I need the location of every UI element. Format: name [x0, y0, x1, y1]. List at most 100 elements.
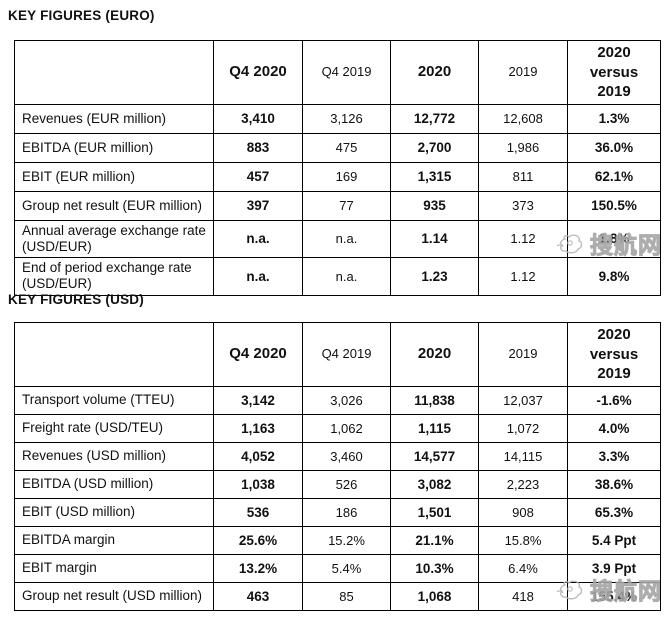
cell-value: 1,038 [213, 469, 303, 499]
euro-key-figures-table: Q4 2020 Q4 2019 2020 2019 2020 versus 20… [14, 40, 661, 296]
cell-value: 3,082 [390, 469, 479, 499]
table-row: Group net result (USD million) 463 85 1,068… [14, 581, 661, 611]
cell-value: 25.6% [213, 525, 303, 555]
cell-value: 14,115 [478, 441, 568, 471]
cell-value: 526 [302, 469, 391, 499]
cell-value: 62.1% [567, 161, 661, 192]
cell-value: 883 [213, 132, 303, 163]
row-label: Group net result (EUR million) [14, 190, 214, 221]
cell-value: 15.8% [478, 525, 568, 555]
cell-value: 21.1% [390, 525, 479, 555]
cell-value: 38.6% [567, 469, 661, 499]
cell-value: n.a. [213, 219, 303, 259]
cell-value: n.a. [213, 257, 303, 296]
cell-value: 186 [302, 497, 391, 527]
cell-value: 169 [302, 161, 391, 192]
cell-value: 3,026 [302, 385, 391, 415]
cell-value: 397 [213, 190, 303, 221]
cell-value: 373 [478, 190, 568, 221]
cell-value: 3.3% [567, 441, 661, 471]
cell-value: 536 [213, 497, 303, 527]
table-row: EBITDA margin 25.6% 15.2% 21.1% 15.8% 5.4 Ppt [14, 525, 661, 555]
column-header-q4-2020: Q4 2020 [213, 40, 303, 105]
usd-table-header-row: Q4 2020 Q4 2019 2020 2019 2020 versus 20… [14, 322, 661, 387]
table-row: EBIT (EUR million) 457 169 1,315 811 62.1% [14, 161, 661, 192]
column-header-q4-2019: Q4 2019 [302, 40, 391, 105]
cell-value: 811 [478, 161, 568, 192]
cell-value: 1,986 [478, 132, 568, 163]
row-label: EBIT (USD million) [14, 497, 214, 527]
table-row: Freight rate (USD/TEU) 1,163 1,062 1,115 1,0… [14, 413, 661, 443]
table-row: EBIT margin 13.2% 5.4% 10.3% 6.4% 3.9 Ppt [14, 553, 661, 583]
cell-value: 77 [302, 190, 391, 221]
row-label: Freight rate (USD/TEU) [14, 413, 214, 443]
cell-value: 1,068 [390, 581, 479, 611]
column-header-2020-versus-2019: 2020 versus 2019 [567, 322, 661, 387]
cell-value: 1,072 [478, 413, 568, 443]
table-row: Revenues (USD million) 4,052 3,460 14,577 14… [14, 441, 661, 471]
cell-value: 12,772 [390, 103, 479, 134]
cell-value: n.a. [302, 257, 391, 296]
cell-value: 85 [302, 581, 391, 611]
cell-value: 3,142 [213, 385, 303, 415]
cell-value: 150.5% [567, 190, 661, 221]
cell-value: 155.4% [567, 581, 661, 611]
cell-value: 2,223 [478, 469, 568, 499]
table-row: EBITDA (EUR million) 883 475 2,700 1,986 36.0… [14, 132, 661, 163]
cell-value: n.a. [302, 219, 391, 259]
cell-value: 1,163 [213, 413, 303, 443]
cell-value: 5.4% [302, 553, 391, 583]
cell-value: 1.12 [478, 219, 568, 259]
cell-value: 3,460 [302, 441, 391, 471]
column-header-2020: 2020 [390, 40, 479, 105]
cell-value: 65.3% [567, 497, 661, 527]
column-header-q4-2019: Q4 2019 [302, 322, 391, 387]
cell-value: 6.4% [478, 553, 568, 583]
table-row: EBIT (USD million) 536 186 1,501 908 65.3% [14, 497, 661, 527]
cell-value: 13.2% [213, 553, 303, 583]
cell-value: -1.6% [567, 385, 661, 415]
cell-value: 14,577 [390, 441, 479, 471]
column-header-empty [14, 322, 214, 387]
euro-table-header-row: Q4 2020 Q4 2019 2020 2019 2020 versus 20… [14, 40, 661, 105]
row-label: Group net result (USD million) [14, 581, 214, 611]
table-row: End of period exchange rate (USD/EUR) n.a… [14, 257, 661, 296]
cell-value: 1.3% [567, 103, 661, 134]
column-header-2020-versus-2019: 2020 versus 2019 [567, 40, 661, 105]
cell-value: 4,052 [213, 441, 303, 471]
cell-value: 908 [478, 497, 568, 527]
cell-value: 36.0% [567, 132, 661, 163]
cell-value: 1.8% [567, 219, 661, 259]
usd-table-title: KEY FIGURES (USD) [8, 292, 144, 307]
row-label: EBITDA (USD million) [14, 469, 214, 499]
row-label: Revenues (USD million) [14, 441, 214, 471]
cell-value: 12,037 [478, 385, 568, 415]
cell-value: 418 [478, 581, 568, 611]
cell-value: 1,315 [390, 161, 479, 192]
euro-table-title: KEY FIGURES (EURO) [8, 8, 155, 23]
cell-value: 1,115 [390, 413, 479, 443]
cell-value: 3,410 [213, 103, 303, 134]
cell-value: 935 [390, 190, 479, 221]
cell-value: 3.9 Ppt [567, 553, 661, 583]
column-header-versus-label: 2020 versus 2019 [589, 326, 639, 382]
table-row: Annual average exchange rate (USD/EUR) n.… [14, 219, 661, 259]
table-row: Revenues (EUR million) 3,410 3,126 12,772 12… [14, 103, 661, 134]
cell-value: 3,126 [302, 103, 391, 134]
cell-value: 475 [302, 132, 391, 163]
column-header-q4-2020: Q4 2020 [213, 322, 303, 387]
row-label: EBITDA (EUR million) [14, 132, 214, 163]
row-label: Transport volume (TTEU) [14, 385, 214, 415]
column-header-2019: 2019 [478, 40, 568, 105]
cell-value: 1,501 [390, 497, 479, 527]
cell-value: 2,700 [390, 132, 479, 163]
cell-value: 4.0% [567, 413, 661, 443]
column-header-empty [14, 40, 214, 105]
row-label: End of period exchange rate (USD/EUR) [14, 257, 214, 296]
column-header-2019: 2019 [478, 322, 568, 387]
column-header-versus-label: 2020 versus 2019 [589, 44, 639, 100]
cell-value: 1.14 [390, 219, 479, 259]
cell-value: 10.3% [390, 553, 479, 583]
cell-value: 9.8% [567, 257, 661, 296]
